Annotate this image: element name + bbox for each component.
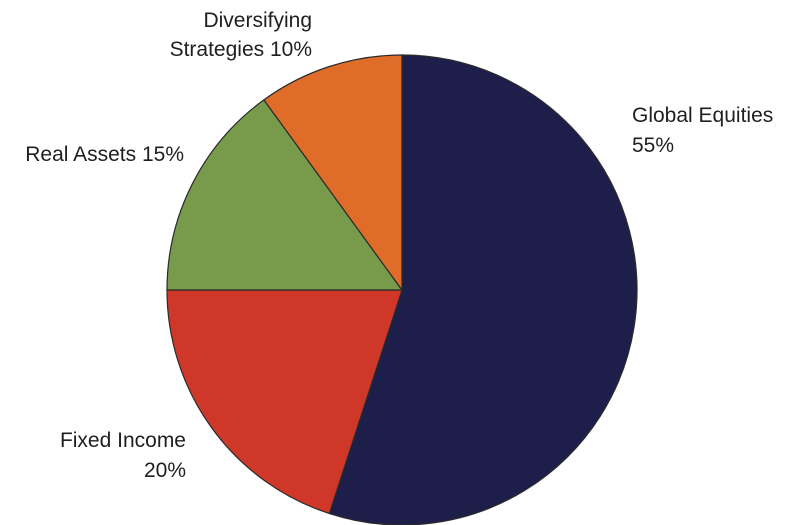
pie-slice-fixed-income	[166, 289, 403, 515]
pie-slice-global-equities	[328, 54, 638, 525]
slice-label-real-assets: Real Assets 15%	[25, 143, 184, 166]
slice-label-fixed-income: Fixed Income 20%	[60, 429, 186, 482]
pie-slice-real-assets	[166, 99, 404, 291]
slice-labels: Global Equities 55% Fixed Income 20% Real As…	[25, 9, 773, 482]
pie-slice-diversifying-strategies	[263, 54, 403, 292]
slice-label-diversifying-strategies: Diversifying Strategies 10%	[170, 9, 312, 61]
slice-label-global-equities: Global Equities 55%	[632, 104, 773, 157]
pie-slices	[166, 54, 638, 525]
